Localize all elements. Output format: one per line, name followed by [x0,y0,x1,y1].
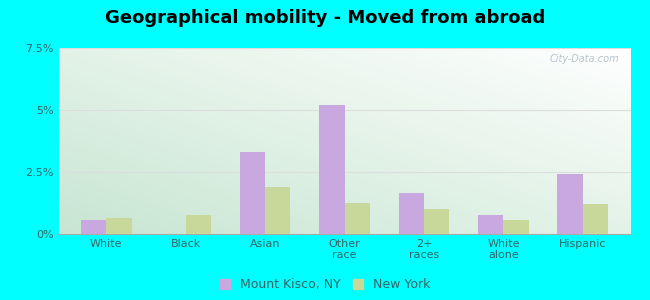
Bar [398,193,424,234]
Legend: Mount Kisco, NY, New York: Mount Kisco, NY, New York [217,276,433,294]
Bar [265,187,291,234]
Bar [558,175,583,234]
Bar [319,105,344,234]
Bar [424,209,449,234]
Text: Geographical mobility - Moved from abroad: Geographical mobility - Moved from abroa… [105,9,545,27]
Bar [344,203,370,234]
Bar [583,204,608,234]
Bar [81,220,106,234]
Bar [240,152,265,234]
Bar [106,218,131,234]
Bar [478,215,503,234]
Bar [503,220,529,234]
Bar [186,215,211,234]
Text: City-Data.com: City-Data.com [549,54,619,64]
